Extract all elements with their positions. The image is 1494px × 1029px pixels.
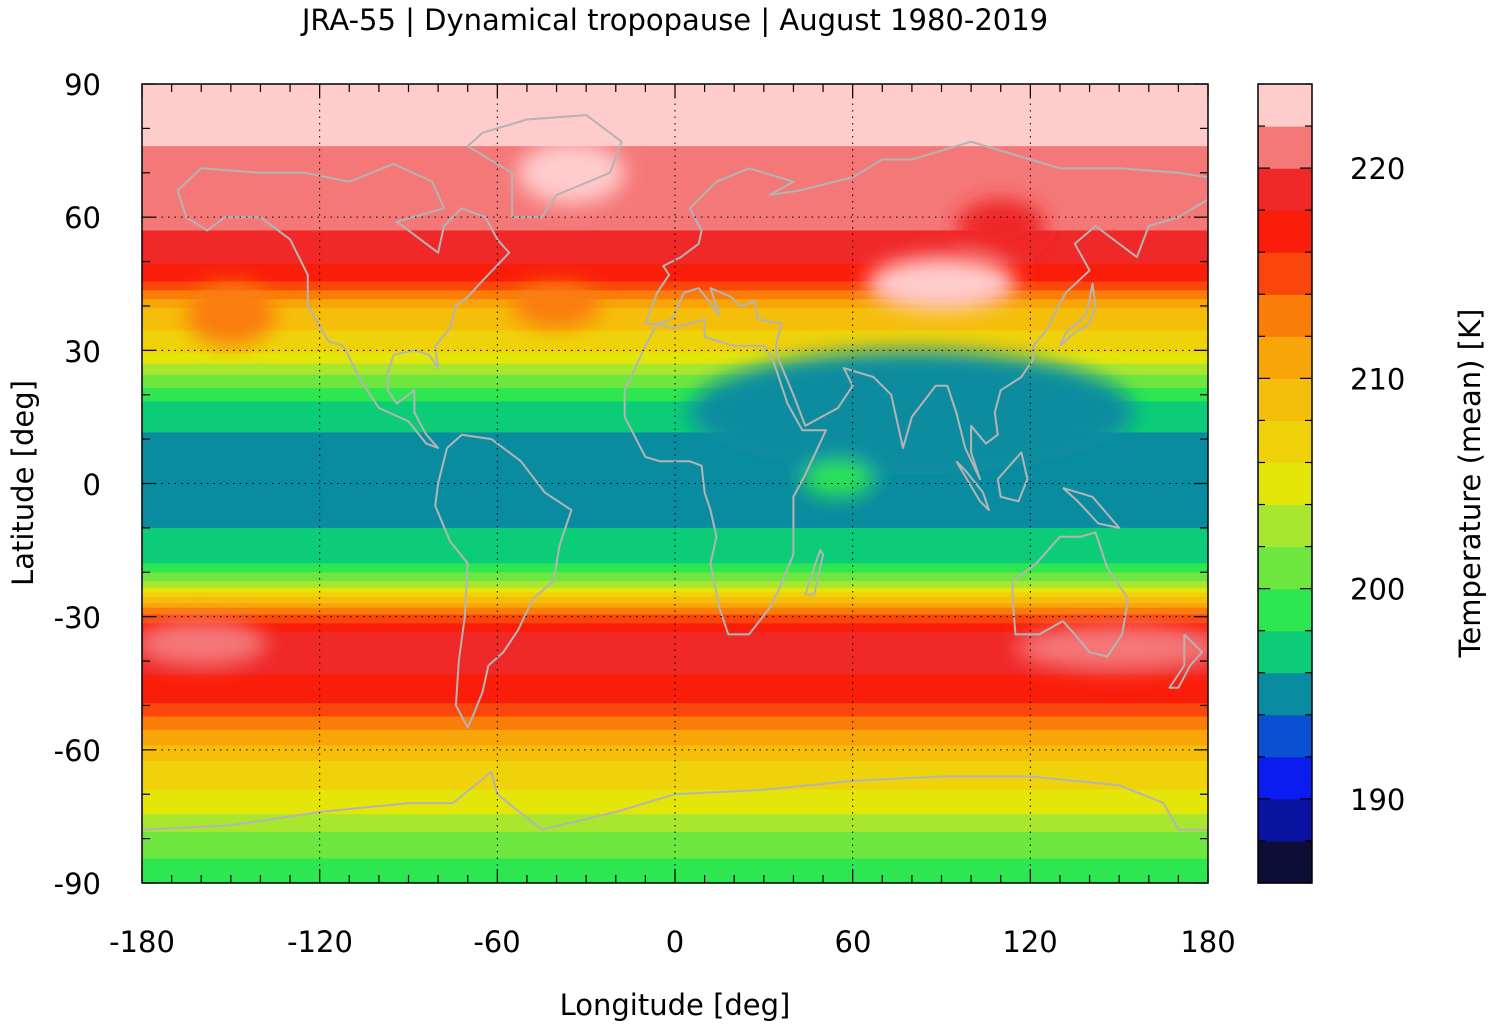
colorbar-ticks [1258,83,1312,884]
colorbar-swatch [1258,462,1312,506]
temperature-anomaly [186,283,276,346]
temperature-band [142,729,1208,747]
temperature-band [142,614,1208,625]
temperature-anomaly [689,350,1134,475]
temperature-anomaly [956,199,1046,253]
y-axis-label: Latitude [deg] [6,380,40,586]
temperature-band [142,363,1208,376]
temperature-band [142,352,1208,365]
x-tick-label: 0 [666,925,684,959]
coastline [1168,633,1204,689]
coastline [142,771,1208,831]
colorbar-swatch [1258,672,1312,716]
colorbar-swatch [1258,378,1312,422]
colorbar-swatch [1258,210,1312,253]
colorbar-swatch [1258,546,1312,590]
coastline [1011,531,1130,658]
temperature-band [142,563,1208,574]
colorbar-swatch [1258,84,1312,127]
temperature-band [142,814,1208,833]
temperature-anomalies [142,141,1208,670]
colorbar-swatch [1258,504,1312,548]
temperature-band [142,716,1208,731]
coastline [1062,486,1121,529]
colorbar-swatch [1258,252,1312,295]
axis-ticks [141,83,1209,884]
chart-title: JRA-55 | Dynamical tropopause | August 1… [300,3,1048,37]
colorbar-swatch [1258,798,1312,842]
colorbar-swatch [1258,714,1312,758]
y-tick-label: -30 [54,601,101,635]
plot-area [142,84,1208,883]
coastline [1058,282,1097,347]
colorbar-swatch [1258,168,1312,211]
temperature-band [142,703,1208,718]
x-tick-label: 60 [835,925,872,959]
temperature-anomaly [802,461,874,497]
x-tick-label: -180 [109,925,175,959]
y-tick-label: 0 [83,468,101,502]
temperature-band [142,572,1208,582]
x-tick-labels: -180 -120 -60 0 60 120 180 [109,925,1236,959]
coastline [434,433,573,729]
coastline [804,549,825,596]
temperature-anomaly [512,283,601,329]
y-tick-label: 60 [64,201,101,235]
colorbar-tick-label: 220 [1350,152,1405,186]
temperature-band [142,592,1208,598]
colorbar-swatch [1258,840,1312,884]
x-tick-label: 120 [1002,925,1057,959]
temperature-band [142,299,1208,309]
colorbar-swatch [1258,420,1312,464]
colorbar-swatch [1258,588,1312,632]
y-tick-label: -90 [54,867,101,901]
y-tick-label: 90 [64,68,101,102]
coastline [996,451,1029,503]
coastline [644,140,1208,481]
temperature-band [142,330,1208,354]
colorbar [1258,84,1312,884]
colorbar-swatch [1258,294,1312,337]
coastline [176,162,511,449]
colorbar-tick-label: 210 [1350,362,1405,396]
x-tick-label: -60 [473,925,520,959]
colorbar-label: Temperature (mean) [K] [1453,309,1487,659]
x-axis-label: Longitude [deg] [560,988,791,1022]
colorbar-swatch [1258,756,1312,800]
x-tick-label: 180 [1180,925,1235,959]
temperature-band [142,290,1208,301]
coastline [466,114,623,219]
temperature-band [142,308,1208,332]
colorbar-frame [1257,83,1313,884]
temperature-band [142,587,1208,594]
colorbar-tick-labels: 190 200 210 220 [1350,152,1405,817]
x-tick-label: -120 [287,925,353,959]
temperature-anomaly [518,141,625,204]
grid-lines [142,84,1208,883]
temperature-band [142,603,1208,609]
y-tick-label: 30 [64,335,101,369]
temperature-band [142,596,1208,605]
coastlines [142,114,1208,831]
temperature-anomaly [142,621,267,666]
coastline [955,460,990,512]
coastline [623,318,827,636]
colorbar-swatch [1258,336,1312,379]
colorbar-tick-label: 190 [1350,783,1405,817]
colorbar-tick-label: 200 [1350,573,1405,607]
y-tick-labels: 90 60 30 0 -30 -60 -90 [54,68,101,901]
temperature-anomaly [1015,625,1208,670]
temperature-band [142,623,1208,634]
colorbar-swatch [1258,126,1312,169]
colorbar-swatch [1258,630,1312,674]
y-tick-label: -60 [54,734,101,768]
temperature-anomaly [867,257,1016,311]
